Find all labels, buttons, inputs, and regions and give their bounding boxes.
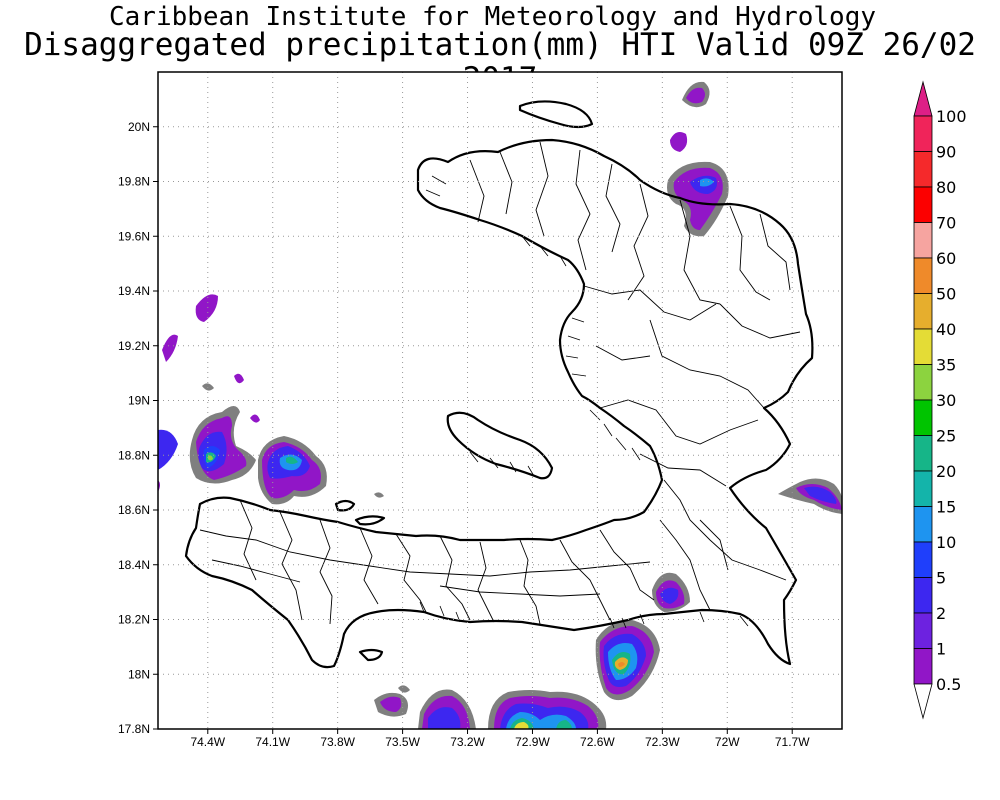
chart-title-institute: Caribbean Institute for Meteorology and … [108, 2, 876, 32]
lon-tick-label: 71.7W [775, 735, 810, 749]
colorbar-swatch [913, 435, 933, 472]
colorbar-level-label: 60 [936, 249, 956, 268]
lon-tick-label: 74.4W [190, 735, 225, 749]
precip-patch [250, 414, 260, 423]
lon-tick-label: 73.8W [320, 735, 355, 749]
lat-tick-label: 19.8N [118, 175, 150, 189]
ile-a-vache [358, 648, 384, 662]
lat-tick-label: 18.4N [118, 558, 150, 572]
precip-patch [686, 87, 705, 104]
small-island [354, 515, 386, 526]
lon-tick-label: 72W [715, 735, 740, 749]
colorbar-swatch [913, 399, 933, 436]
lon-tick-label: 74.1W [255, 735, 290, 749]
precip-patch [514, 722, 529, 729]
lat-tick-label: 19.4N [118, 284, 150, 298]
colorbar-level-label: 0.5 [936, 675, 961, 694]
colorbar-level-label: 80 [936, 178, 956, 197]
colorbar-level-label: 1 [936, 640, 946, 659]
precip-patch [380, 696, 402, 712]
colorbar-swatch [913, 364, 933, 401]
precip-patch [556, 720, 572, 729]
colorbar-swatch [913, 222, 933, 259]
colorbar-swatch [913, 506, 933, 543]
colorbar-bottom-arrow [913, 683, 933, 720]
colorbar-level-label: 35 [936, 356, 956, 375]
precip-patch [428, 707, 461, 729]
colorbar-level-label: 5 [936, 569, 946, 588]
precip-patch [162, 334, 178, 362]
lat-tick-label: 17.8N [118, 722, 150, 736]
colorbar-swatch [913, 470, 933, 507]
haiti-mainland [184, 138, 814, 669]
lat-tick-label: 19.2N [118, 339, 150, 353]
precipitation-colorbar: 100 90 80 70 60 50 40 35 30 25 20 15 10 5 2 1 0.5 [913, 80, 967, 720]
lat-tick-label: 19.6N [118, 229, 150, 243]
lat-tick-label: 18.2N [118, 613, 150, 627]
colorbar-level-label: 90 [936, 143, 956, 162]
colorbar-swatch [913, 257, 933, 294]
colorbar-level-label: 10 [936, 533, 956, 552]
colorbar-swatch [913, 612, 933, 649]
admin-boundaries [199, 141, 801, 625]
precip-patch [158, 429, 178, 470]
graticule-grid [158, 72, 842, 729]
lon-tick-label: 73.5W [385, 735, 420, 749]
precip-patch [208, 455, 213, 461]
precip-patch [804, 486, 837, 504]
precip-patch [374, 492, 384, 498]
precip-patch [618, 662, 625, 667]
chart-title-product: Disaggregated precipitation(mm) HTI Vali… [24, 27, 976, 96]
colorbar-level-label: 15 [936, 498, 956, 517]
lon-tick-label: 72.3W [645, 735, 680, 749]
colorbar-swatch [913, 293, 933, 330]
colorbar-swatch [913, 115, 933, 152]
small-island [334, 499, 356, 512]
ile-de-la-gonave [446, 411, 554, 480]
precip-patch [700, 178, 714, 187]
lat-tick-label: 18.8N [118, 448, 150, 462]
lat-tick-label: 19N [128, 394, 150, 408]
longitude-labels: 74.4W 74.1W 73.8W 73.5W 73.2W 72.9W 72.6W 72.3W… [190, 729, 810, 749]
colorbar-level-label: 100 [936, 107, 967, 126]
precip-patch [670, 132, 688, 152]
lon-tick-label: 72.9W [515, 735, 550, 749]
lon-tick-label: 73.2W [450, 735, 485, 749]
precip-patch [234, 373, 244, 384]
lat-tick-label: 18N [128, 667, 150, 681]
haiti-outline [184, 100, 814, 669]
colorbar-level-label: 20 [936, 462, 956, 481]
colorbar-level-label: 50 [936, 285, 956, 304]
colorbar-level-label: 40 [936, 320, 956, 339]
precip-patch [286, 456, 298, 464]
colorbar-swatch [913, 186, 933, 223]
colorbar-level-label: 70 [936, 214, 956, 233]
precip-patch [195, 294, 218, 322]
precip-layer [158, 81, 842, 729]
latitude-labels: 20N 19.8N 19.6N 19.4N 19.2N 19N 18.8N 18.6N 18.4… [118, 120, 158, 736]
colorbar-level-label: 2 [936, 604, 946, 623]
coastline-detail [419, 175, 749, 629]
colorbar-swatch [913, 541, 933, 578]
lon-tick-label: 72.6W [580, 735, 615, 749]
colorbar-top-arrow [913, 80, 933, 117]
precip-patch [398, 685, 410, 693]
lat-tick-label: 20N [128, 120, 150, 134]
colorbar-swatch [913, 577, 933, 614]
colorbar-level-label: 30 [936, 391, 956, 410]
precip-patch [660, 587, 679, 604]
map-plot-area [158, 72, 842, 729]
colorbar-swatch [913, 151, 933, 188]
colorbar-swatch [913, 328, 933, 365]
ile-de-la-tortue [518, 100, 594, 129]
colorbar-level-label: 25 [936, 427, 956, 446]
colorbar-swatch [913, 648, 933, 685]
lat-tick-label: 18.6N [118, 503, 150, 517]
